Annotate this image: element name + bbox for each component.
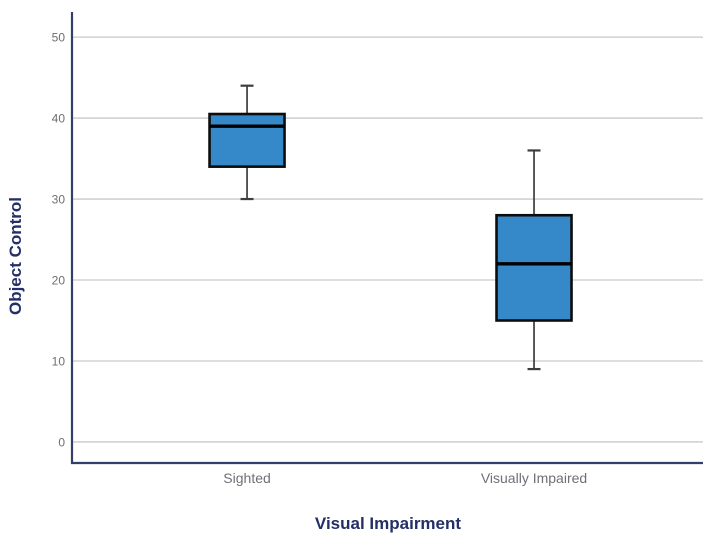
box: [495, 213, 573, 322]
box: [208, 112, 286, 168]
y-tick-label: 10: [52, 354, 66, 368]
x-category-label: Visually Impaired: [481, 470, 587, 486]
y-tick-label: 40: [52, 112, 66, 126]
y-axis-title: Object Control: [6, 197, 25, 315]
plot-area: 0 10 20 30 40 50 Sighted Visually Impaired: [52, 12, 703, 486]
y-tick-label: 0: [58, 435, 65, 449]
y-tick-label: 50: [52, 31, 66, 45]
y-tick-label: 20: [52, 274, 66, 288]
x-axis-title: Visual Impairment: [315, 514, 461, 533]
x-category-label: Sighted: [223, 470, 270, 486]
y-tick-label: 30: [52, 193, 66, 207]
